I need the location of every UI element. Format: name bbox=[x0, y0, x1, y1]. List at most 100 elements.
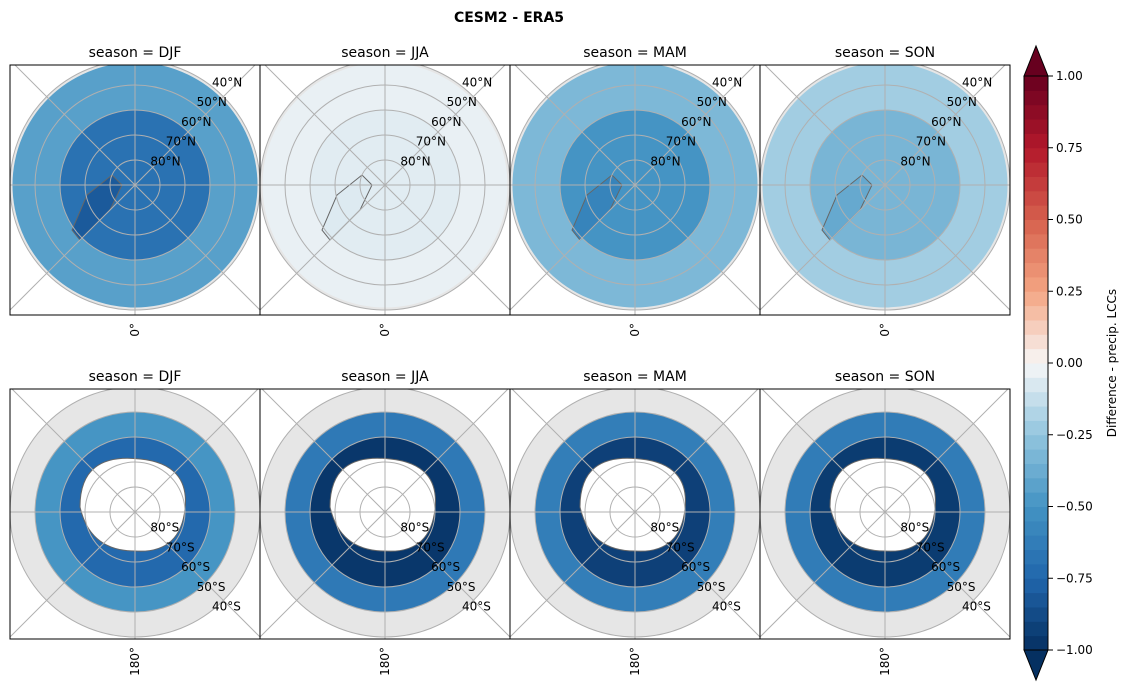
colorbar-segment bbox=[1024, 363, 1048, 378]
panel-title: season = SON bbox=[835, 369, 935, 385]
latitude-label: 50°S bbox=[447, 580, 476, 594]
colorbar-tick-label: −1.00 bbox=[1056, 643, 1093, 657]
figure-title: CESM2 - ERA5 bbox=[454, 10, 564, 26]
meridian-line bbox=[510, 389, 759, 638]
colorbar-segment bbox=[1024, 549, 1048, 565]
panel-frame bbox=[759, 64, 1011, 316]
colorbar-label: Difference - precip. LCCs bbox=[1105, 289, 1119, 437]
colorbar-segment bbox=[1024, 463, 1048, 479]
latitude-label: 40°N bbox=[712, 75, 742, 89]
panel-grid: season = DJF40°N50°N60°N70°N80°N0°season… bbox=[9, 45, 1011, 676]
colorbar-segment bbox=[1024, 119, 1048, 134]
meridian-line bbox=[510, 65, 756, 311]
latitude-label: 60°S bbox=[431, 560, 460, 574]
latitude-label: 50°N bbox=[447, 95, 477, 109]
colorbar-segment bbox=[1024, 276, 1048, 292]
meridian-line bbox=[760, 65, 1006, 311]
latitude-label: 50°S bbox=[697, 580, 726, 594]
latitude-label: 40°N bbox=[212, 75, 242, 89]
latitude-label: 70°S bbox=[916, 540, 945, 554]
colorbar-tick-label: −0.25 bbox=[1056, 428, 1093, 442]
latitude-label: 70°S bbox=[166, 540, 195, 554]
latitude-label: 50°S bbox=[197, 580, 226, 594]
colorbar-segment bbox=[1024, 334, 1048, 350]
longitude-label: 180° bbox=[378, 647, 392, 676]
longitude-label: 180° bbox=[628, 647, 642, 676]
longitude-label: 0° bbox=[378, 323, 392, 337]
latitude-label: 60°N bbox=[431, 115, 461, 129]
colorbar-segment bbox=[1024, 133, 1048, 149]
panel-title: season = DJF bbox=[89, 45, 182, 61]
latitude-label: 70°S bbox=[666, 540, 695, 554]
colorbar-tick-label: 0.00 bbox=[1056, 356, 1083, 370]
colorbar-segment bbox=[1024, 348, 1048, 364]
longitude-label: 0° bbox=[128, 323, 142, 337]
colorbar-segment bbox=[1024, 477, 1048, 493]
colorbar-tick-label: 0.25 bbox=[1056, 284, 1083, 298]
colorbar-tick-label: −0.75 bbox=[1056, 571, 1093, 585]
map-panel-north-djf: season = DJF 40°N 50°N 60°N 70°N 80°N 0° bbox=[9, 45, 261, 337]
colorbar-segment bbox=[1024, 492, 1048, 507]
colorbar-tick-label: 0.75 bbox=[1056, 141, 1083, 155]
map-panel-south-mam: season = MAM 40°S 50°S 60°S 70°S 80°S 180° bbox=[509, 369, 761, 676]
colorbar-segment bbox=[1024, 233, 1048, 249]
colorbar-segment bbox=[1024, 190, 1048, 206]
colorbar-segment bbox=[1024, 104, 1048, 120]
latitude-label: 40°S bbox=[712, 600, 741, 614]
map-panel-north-mam: season = MAM 40°N 50°N 60°N 70°N 80°N 0° bbox=[509, 45, 761, 337]
colorbar-segment bbox=[1024, 262, 1048, 278]
panel-title: season = MAM bbox=[583, 369, 687, 385]
latitude-label: 50°N bbox=[697, 95, 727, 109]
meridian-line bbox=[10, 65, 256, 311]
colorbar-segment bbox=[1024, 621, 1048, 637]
latitude-label: 40°N bbox=[462, 75, 492, 89]
meridian-line bbox=[260, 65, 506, 311]
colorbar-segment bbox=[1024, 205, 1048, 220]
colorbar-segment bbox=[1024, 162, 1048, 177]
meridian-line bbox=[10, 389, 259, 638]
colorbar-segment bbox=[1024, 305, 1048, 321]
colorbar-segment bbox=[1024, 520, 1048, 536]
colorbar-segment bbox=[1024, 76, 1048, 91]
colorbar-tick-label: −0.50 bbox=[1056, 500, 1093, 514]
latitude-label: 70°N bbox=[916, 135, 946, 149]
colorbar-segment bbox=[1024, 291, 1048, 307]
colorbar-segment bbox=[1024, 406, 1048, 421]
map-panel-south-djf: season = DJF 40°S 50°S 60°S 70°S 80°S 180° bbox=[9, 369, 261, 676]
map-panel-north-son: season = SON 40°N 50°N 60°N 70°N 80°N 0° bbox=[759, 45, 1011, 337]
colorbar-segment bbox=[1024, 420, 1048, 436]
colorbar-segment bbox=[1024, 248, 1048, 264]
panel-title: season = MAM bbox=[583, 45, 687, 61]
colorbar-segment bbox=[1024, 506, 1048, 522]
latitude-label: 60°N bbox=[681, 115, 711, 129]
colorbar-segment bbox=[1024, 219, 1048, 235]
latitude-label: 60°N bbox=[181, 115, 211, 129]
colorbar-segment bbox=[1024, 434, 1048, 450]
latitude-label: 70°N bbox=[666, 135, 696, 149]
latitude-label: 70°N bbox=[166, 135, 196, 149]
latitude-label: 40°S bbox=[962, 600, 991, 614]
colorbar-segment bbox=[1024, 176, 1048, 192]
colorbar-segment bbox=[1024, 563, 1048, 579]
latitude-label: 80°N bbox=[150, 154, 180, 168]
colorbar: −1.00 −0.75 −0.50 −0.25 0.00 0.25 0.50 0.75 1.00… bbox=[1023, 44, 1119, 682]
latitude-label: 70°S bbox=[416, 540, 445, 554]
colorbar-segment bbox=[1024, 147, 1048, 163]
latitude-label: 80°S bbox=[400, 521, 429, 535]
latitude-label: 40°S bbox=[462, 600, 491, 614]
meridian-line bbox=[760, 389, 1009, 638]
latitude-label: 70°N bbox=[416, 135, 446, 149]
latitude-label: 80°S bbox=[650, 521, 679, 535]
panel-title: season = DJF bbox=[89, 369, 182, 385]
meridian-line bbox=[260, 389, 509, 638]
latitude-label: 50°N bbox=[197, 95, 227, 109]
latitude-label: 80°N bbox=[650, 154, 680, 168]
colorbar-segment bbox=[1024, 449, 1048, 464]
longitude-label: 180° bbox=[128, 647, 142, 676]
colorbar-segment bbox=[1024, 319, 1048, 335]
colorbar-extend-min bbox=[1023, 649, 1049, 682]
panel-frame bbox=[759, 388, 1011, 640]
colorbar-segment bbox=[1024, 90, 1048, 106]
latitude-label: 80°S bbox=[150, 521, 179, 535]
